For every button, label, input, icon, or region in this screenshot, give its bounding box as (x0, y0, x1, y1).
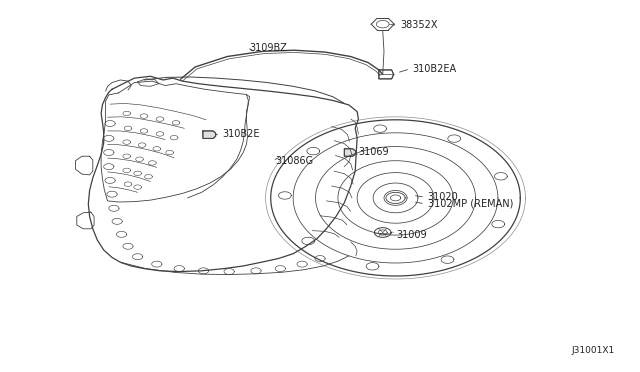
Text: 310B2EA: 310B2EA (413, 64, 457, 74)
Text: 31069: 31069 (358, 147, 389, 157)
Polygon shape (379, 70, 394, 79)
Polygon shape (203, 131, 216, 138)
Text: J31001X1: J31001X1 (571, 346, 614, 355)
Polygon shape (344, 149, 356, 156)
Text: 31020: 31020 (428, 192, 458, 202)
Text: 3102MP (REMAN): 3102MP (REMAN) (428, 199, 513, 209)
Text: 38352X: 38352X (400, 20, 438, 30)
Text: 3109BZ: 3109BZ (250, 43, 287, 52)
Text: 31086G: 31086G (275, 156, 314, 166)
Text: 310B2E: 310B2E (223, 129, 260, 139)
Text: 31009: 31009 (397, 230, 428, 240)
